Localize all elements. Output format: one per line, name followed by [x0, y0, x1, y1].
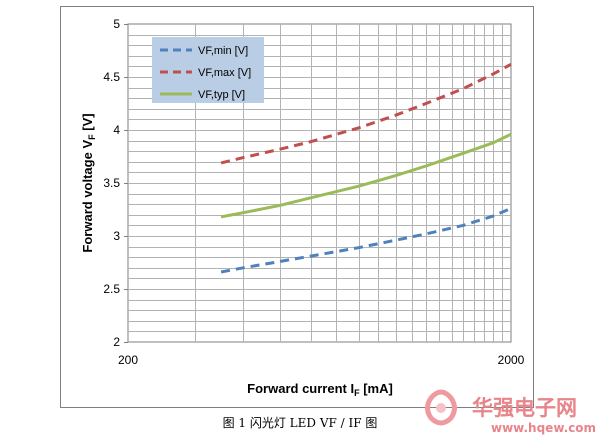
series-line-2 [220, 62, 512, 165]
y-axis-title-main: Forward voltage V [80, 140, 95, 253]
series-line-3 [220, 132, 512, 219]
watermark-url: www.hqew.com [491, 421, 596, 435]
legend: VF,min [V] VF,max [V] VF,typ [V] [152, 37, 264, 103]
tick-layer: 2 2.5 3 3.5 4 4.5 5 200 2000 [103, 17, 524, 367]
logo-mark-icon [425, 389, 457, 426]
legend-box [152, 37, 264, 103]
y-axis-title: Forward voltage VF [V] [80, 113, 97, 252]
x-axis-title-main: Forward current I [247, 381, 354, 396]
y-axis-title-sub: F [87, 134, 97, 140]
series-layer [220, 62, 512, 274]
x-axis-title-sub: F [354, 388, 360, 398]
x-tick-label: 2000 [498, 353, 525, 367]
x-axis-title-unit: [mA] [360, 381, 393, 396]
y-tick-label: 4 [113, 123, 120, 137]
y-axis-title-unit: [V] [80, 113, 95, 134]
y-tick-label: 5 [113, 17, 120, 31]
figure-caption: 图 1 闪光灯 LED VF / IF 图 [223, 416, 378, 430]
watermark-logo: 华强电子网 www.hqew.com [425, 389, 596, 435]
legend-label-3: VF,typ [V] [198, 89, 245, 101]
y-tick-label: 3 [113, 229, 120, 243]
legend-label-1: VF,min [V] [198, 45, 248, 57]
y-tick-label: 2 [113, 335, 120, 349]
y-tick-label: 2.5 [103, 282, 120, 296]
series-line-1 [220, 207, 512, 274]
x-axis-title: Forward current IF [mA] [247, 381, 393, 398]
y-tick-label: 3.5 [103, 176, 120, 190]
legend-label-2: VF,max [V] [198, 67, 251, 79]
legend-items: VF,min [V] VF,max [V] VF,typ [V] [160, 45, 251, 101]
y-tick-label: 4.5 [103, 70, 120, 84]
x-tick-label: 200 [118, 353, 138, 367]
watermark-name: 华强电子网 [472, 396, 577, 420]
